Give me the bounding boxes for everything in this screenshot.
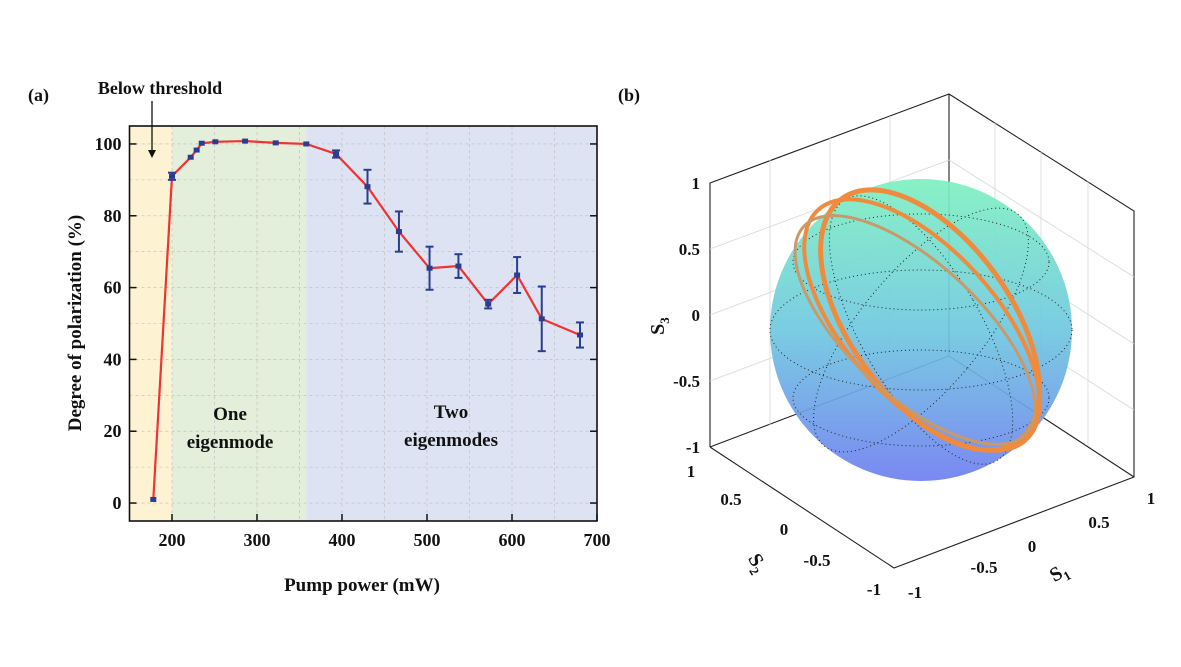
- y-tick-label-3d: -1: [867, 580, 881, 599]
- x-tick-label-3d: 1: [1147, 489, 1156, 508]
- data-point: [150, 496, 157, 502]
- x-tick-label-3d: -1: [908, 583, 922, 602]
- data-point: [272, 140, 279, 146]
- data-point: [169, 173, 175, 179]
- data-point: [538, 316, 545, 322]
- arrow-head-icon: [148, 150, 156, 158]
- x-axis-title-3d: S1: [1046, 559, 1074, 589]
- x-tick-label: 400: [329, 530, 356, 550]
- x-tick-label: 500: [414, 530, 441, 550]
- data-point: [242, 138, 249, 144]
- x-tick-label-3d: 0.5: [1088, 513, 1109, 532]
- sphere: [770, 179, 1072, 481]
- y-tick-label-3d: 0: [780, 520, 789, 539]
- annotation-below-threshold: Below threshold: [98, 78, 222, 98]
- data-point: [333, 151, 340, 157]
- panel-label-b: (b): [618, 85, 640, 106]
- z-tick-label: -0.5: [673, 372, 700, 391]
- panel-a-dop-chart: 200 300 400 500 600 700 0 20 40 60 80 100 (a) Below…: [28, 78, 611, 596]
- panel-b-poincare-sphere: (b) -1 -0.5 0 0.5 1 -1 -0.5 0 0.5 1 -1 -0.5 0 0.5 1: [618, 85, 1155, 602]
- region-label-two-line1: Two: [434, 402, 468, 423]
- data-point: [198, 140, 205, 146]
- y-tick-label: 0: [113, 493, 122, 513]
- x-tick-label: 300: [244, 530, 271, 550]
- region-label-one-line1: One: [213, 404, 247, 425]
- x-tick-label: 700: [584, 530, 611, 550]
- region-label-two-line2: eigenmodes: [404, 430, 498, 451]
- region-label-one-line2: eigenmode: [187, 432, 274, 453]
- x-axis-title: Pump power (mW): [284, 575, 440, 596]
- z-tick-label: 0: [692, 306, 701, 325]
- x-tick-label-3d: 0: [1028, 537, 1037, 556]
- y-axis-title-3d: S2: [741, 550, 771, 578]
- data-point: [193, 147, 200, 153]
- panel-label-a: (a): [28, 85, 49, 106]
- y-tick-label: 80: [104, 206, 122, 226]
- data-point: [364, 184, 371, 190]
- y-tick-label: 20: [104, 421, 122, 441]
- data-point: [395, 229, 402, 235]
- x-tick-label-3d: -0.5: [971, 558, 998, 577]
- data-point: [455, 263, 462, 269]
- y-tick-label: 40: [104, 349, 122, 369]
- z-axis-title: S3: [647, 317, 672, 335]
- z-tick-label: -1: [686, 438, 700, 457]
- data-point: [426, 265, 433, 271]
- data-point: [187, 154, 194, 160]
- data-point: [485, 301, 492, 307]
- data-point: [212, 139, 219, 145]
- z-tick-label: 1: [692, 174, 701, 193]
- plot-frame: [128, 125, 598, 522]
- y-axis-title: Degree of polarization (%): [65, 215, 86, 432]
- x-tick-label: 600: [499, 530, 526, 550]
- data-point: [303, 141, 310, 147]
- z-tick-label: 0.5: [679, 240, 700, 259]
- region-2: [306, 126, 597, 521]
- y-tick-label-3d: 0.5: [720, 490, 741, 509]
- y-tick-label-3d: -0.5: [804, 551, 831, 570]
- y-tick-label: 100: [95, 134, 122, 154]
- data-point: [577, 332, 583, 338]
- trajectory: [793, 187, 1042, 453]
- x-tick-label: 200: [159, 530, 186, 550]
- data-point: [514, 272, 521, 278]
- y-tick-label-3d: 1: [687, 462, 696, 481]
- y-tick-label: 60: [104, 278, 122, 298]
